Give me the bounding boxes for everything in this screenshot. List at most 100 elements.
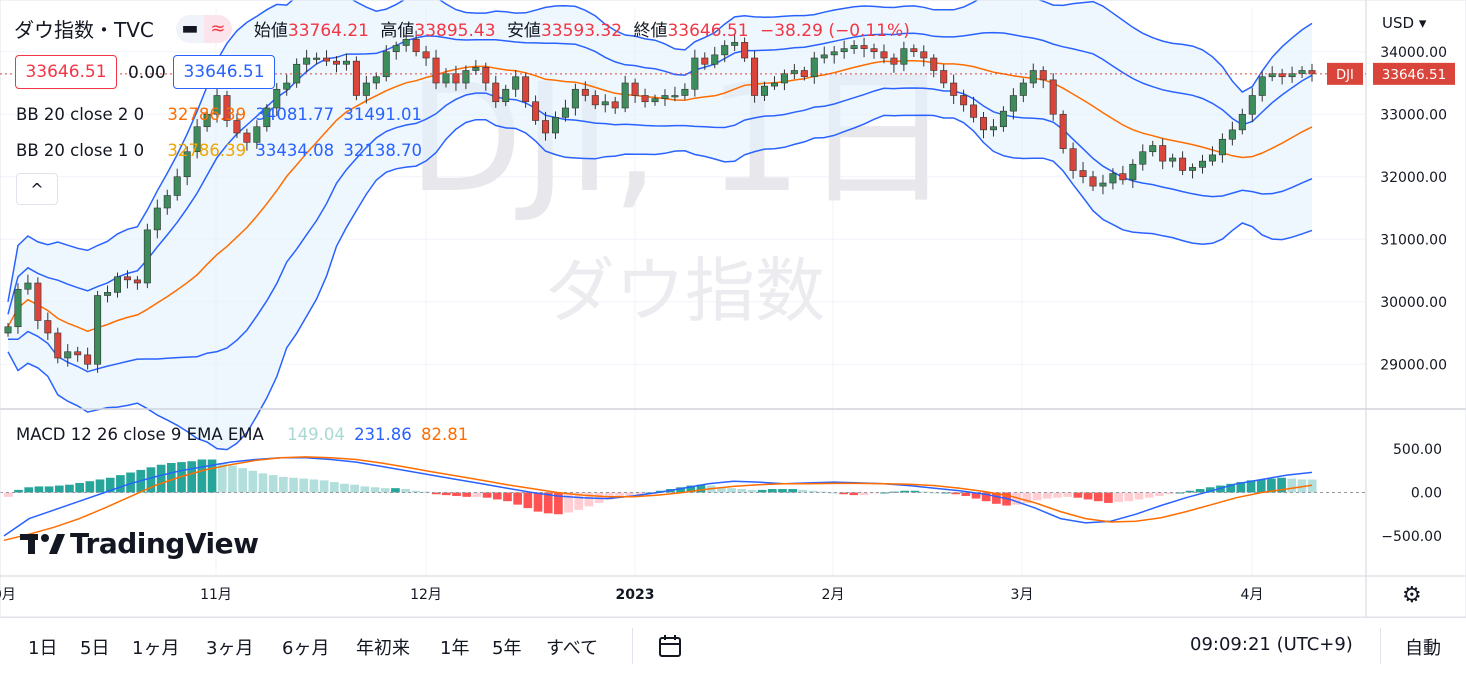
macd-hist-bar — [604, 492, 614, 500]
macd-hist-bar — [421, 491, 431, 493]
range-button[interactable]: 1ヶ月 — [132, 638, 180, 659]
macd-hist-bar — [65, 484, 74, 493]
candle — [790, 64, 798, 80]
range-button[interactable]: 1日 — [28, 638, 58, 659]
range-button[interactable]: 5日 — [80, 638, 110, 659]
change-value: −38.29 (−0.11%) — [760, 21, 910, 41]
macd-hist-bar — [370, 487, 380, 493]
auto-scale-button[interactable]: 自動 — [1405, 638, 1441, 659]
candle — [989, 119, 997, 137]
candle — [1039, 66, 1047, 89]
macd-hist-bar — [105, 477, 115, 493]
macd-hist-bar — [971, 492, 981, 499]
gear-icon[interactable]: ⚙ — [1402, 583, 1422, 608]
compare-toggle[interactable]: ▬ ≈ — [175, 14, 232, 43]
bb1-legend[interactable]: BB 20 close 1 0 32786.39 33434.08 32138.… — [16, 141, 422, 160]
macd-hist-bar — [14, 489, 23, 493]
macd-hist-bar — [279, 476, 288, 493]
candle — [950, 74, 958, 104]
macd-hist-bar — [635, 492, 645, 496]
candle — [313, 52, 321, 65]
candle — [721, 40, 729, 63]
range-button[interactable]: 5年 — [492, 638, 522, 659]
macd-hist-bar — [941, 492, 950, 494]
macd-tick-label: −500.00 — [1381, 529, 1442, 545]
collapse-legend-button[interactable]: ^ — [16, 173, 58, 205]
axes: 34000.00 33000.00 32000.00 31000.00 30000.00… — [0, 0, 1466, 617]
macd-hist-bar — [319, 480, 329, 493]
range-button[interactable]: 6ヶ月 — [282, 638, 330, 659]
time-tick-label: 12月 — [410, 587, 442, 603]
candle — [183, 146, 191, 186]
price-tick-label: 29000.00 — [1380, 357, 1447, 373]
buy-price-box[interactable]: 33646.51 — [173, 55, 275, 89]
candle — [611, 96, 619, 114]
candle — [332, 56, 340, 73]
macd-hist-bar — [625, 492, 635, 497]
candle — [123, 270, 131, 289]
candle — [84, 347, 92, 370]
macd-hist-bar — [411, 490, 421, 493]
candle — [820, 46, 828, 64]
range-button[interactable]: すべて — [546, 638, 599, 659]
candle — [681, 83, 689, 100]
candle — [323, 50, 331, 66]
candle — [402, 33, 410, 52]
symbol-title[interactable]: ダウ指数・TVC — [14, 18, 154, 42]
macd-hist-bar — [1155, 492, 1164, 496]
currency-select[interactable]: USD ▾ — [1382, 14, 1427, 32]
candle — [133, 276, 141, 290]
candle — [711, 46, 719, 69]
macd-hist-bar — [258, 473, 268, 493]
time-tick-label: 3月 — [1011, 587, 1034, 603]
macd-hist-bar — [727, 488, 736, 493]
macd-hist-bar — [543, 492, 553, 514]
watermark-name: ダウ指数 — [545, 250, 825, 332]
bb1-upper: 33434.08 — [255, 141, 335, 160]
macd-hist-bar — [615, 492, 624, 498]
approx-icon[interactable]: ≈ — [203, 14, 232, 43]
macd-hist-bar — [350, 484, 360, 493]
chart-canvas[interactable]: DJI, 1日 ダウ指数 34000.0033000.0032000.00310… — [0, 0, 1466, 617]
macd-hist-bar — [564, 492, 573, 513]
candle — [581, 81, 589, 102]
open-value: 33764.21 — [287, 21, 369, 41]
bollinger-bands — [7, 0, 1313, 451]
range-button[interactable]: 3ヶ月 — [206, 638, 254, 659]
candle — [701, 52, 709, 70]
clock[interactable]: 09:09:21 (UTC+9) — [1190, 634, 1353, 655]
candle — [1159, 138, 1167, 170]
candle — [422, 45, 430, 66]
macd-hist-bar — [717, 487, 726, 493]
last-price-tag — [1373, 62, 1455, 85]
macd-hist-bar — [533, 492, 543, 512]
bb2-legend[interactable]: BB 20 close 2 0 32786.39 34081.77 31491.… — [16, 105, 422, 124]
time-tick-label: 4月 — [1241, 587, 1264, 603]
time-tick-label: 10月 — [0, 587, 16, 603]
candle — [970, 96, 978, 123]
candle — [472, 59, 480, 75]
macd-legend[interactable]: MACD 12 26 close 9 EMA EMA 149.04 231.86… — [16, 425, 468, 444]
macd-hist-bar — [574, 492, 584, 510]
minus-icon[interactable]: ▬ — [181, 18, 199, 39]
date-range-icon[interactable] — [657, 634, 685, 660]
candle — [1049, 73, 1057, 121]
candle — [1079, 162, 1087, 184]
candle — [741, 37, 749, 62]
macd-hist-bar — [1287, 478, 1297, 493]
candle — [980, 112, 988, 139]
candle — [1139, 144, 1147, 171]
range-button[interactable]: 1年 — [440, 638, 470, 659]
macd-hist-bar — [391, 488, 400, 493]
candle — [1268, 66, 1276, 82]
sell-price-box[interactable]: 33646.51 — [15, 55, 117, 89]
candle — [54, 327, 62, 364]
macd-hist-bar — [788, 489, 798, 493]
candle — [213, 88, 221, 123]
candle — [412, 30, 420, 57]
candle — [571, 83, 579, 116]
macd-hist-bar — [849, 492, 859, 496]
range-button[interactable]: 年初来 — [356, 638, 410, 659]
macd-hist-bar — [1205, 487, 1215, 493]
macd-hist-bar — [1185, 490, 1195, 493]
